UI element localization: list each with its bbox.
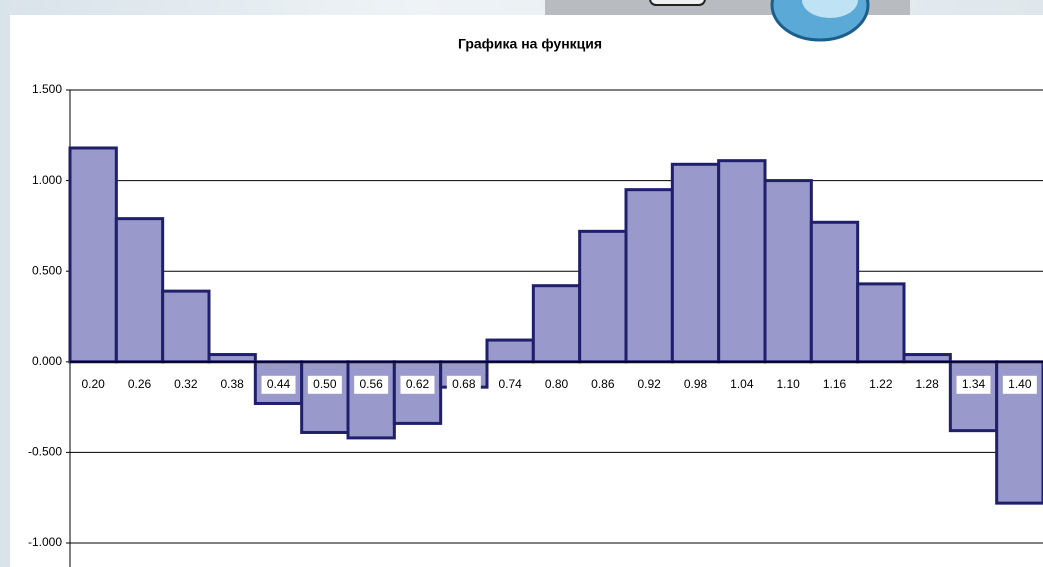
- x-tick-label: 0.74: [498, 377, 522, 391]
- bar: [578, 229, 628, 364]
- x-label-box: [400, 375, 435, 394]
- x-label-box: [354, 375, 389, 394]
- x-label-box: [215, 375, 250, 394]
- x-label-box: [724, 375, 759, 394]
- bar: [670, 162, 721, 364]
- bar: [346, 360, 396, 440]
- x-label-box: [168, 375, 203, 394]
- x-tick-label: 1.40: [1008, 377, 1032, 391]
- bar: [531, 284, 582, 364]
- y-tick-label: 1.500: [32, 82, 62, 96]
- y-tick-label: 0.500: [32, 263, 62, 277]
- bar: [485, 338, 535, 364]
- x-label-box: [863, 375, 898, 394]
- bar: [809, 220, 860, 364]
- x-label-box: [307, 375, 342, 394]
- bar: [207, 353, 257, 364]
- x-label-box: [493, 375, 528, 394]
- x-tick-label: 1.10: [776, 377, 800, 391]
- x-tick-label: 0.68: [452, 377, 476, 391]
- y-tick-label: 1.000: [32, 173, 62, 187]
- x-tick-label: 0.98: [684, 377, 708, 391]
- bar: [717, 159, 767, 364]
- x-label-box: [446, 375, 481, 394]
- x-tick-label: 1.34: [962, 377, 986, 391]
- x-tick-label: 0.44: [267, 377, 291, 391]
- x-tick-label: 0.92: [637, 377, 661, 391]
- y-tick-label: 0.000: [32, 354, 62, 368]
- x-label-box: [956, 375, 991, 394]
- x-label-box: [585, 375, 620, 394]
- bar: [624, 188, 674, 364]
- x-tick-label: 0.80: [545, 377, 569, 391]
- y-tick-label: -0.500: [28, 445, 62, 459]
- x-label-box: [632, 375, 667, 394]
- bar: [763, 179, 813, 364]
- x-tick-label: 0.38: [220, 377, 244, 391]
- x-tick-label: 0.32: [174, 377, 198, 391]
- x-label-box: [817, 375, 852, 394]
- y-tick-label: -1.000: [28, 535, 62, 549]
- x-tick-label: 0.86: [591, 377, 615, 391]
- bar: [948, 360, 999, 433]
- x-label-box: [539, 375, 574, 394]
- x-tick-label: 0.20: [81, 377, 105, 391]
- x-tick-label: 1.16: [823, 377, 847, 391]
- x-tick-label: 0.50: [313, 377, 337, 391]
- x-label-box: [910, 375, 945, 394]
- x-tick-label: 0.26: [128, 377, 152, 391]
- x-label-box: [771, 375, 806, 394]
- bar: [856, 282, 906, 364]
- bar: [300, 360, 350, 434]
- chart-title: Графика на функция: [458, 36, 602, 52]
- bar: [114, 217, 165, 364]
- x-tick-label: 1.22: [869, 377, 893, 391]
- x-tick-label: 1.04: [730, 377, 754, 391]
- x-label-box: [76, 375, 111, 394]
- x-label-box: [122, 375, 157, 394]
- bar: [902, 353, 952, 364]
- bar: [68, 146, 118, 364]
- x-label-box: [261, 375, 296, 394]
- x-tick-label: 0.56: [359, 377, 383, 391]
- x-tick-label: 0.62: [406, 377, 430, 391]
- x-label-box: [678, 375, 713, 394]
- decoration: [802, 0, 858, 18]
- x-tick-label: 1.28: [915, 377, 939, 391]
- decoration: [649, 0, 706, 6]
- x-label-box: [1002, 375, 1037, 394]
- bar: [161, 289, 211, 364]
